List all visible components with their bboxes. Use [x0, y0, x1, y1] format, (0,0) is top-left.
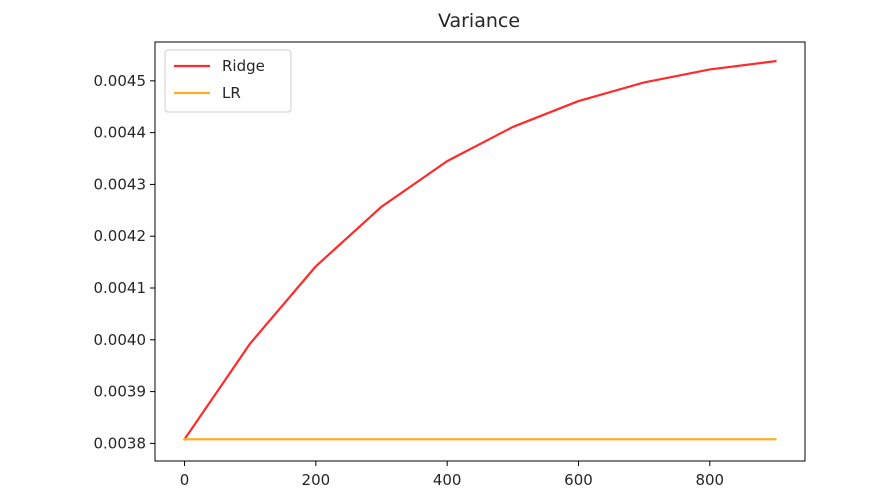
legend: Ridge LR	[164, 49, 292, 113]
y-axis: 0.0038 0.0039 0.0040 0.0041 0.0042 0.0043 0.00…	[94, 72, 155, 452]
series-line-ridge	[183, 59, 777, 441]
x-tick-label: 400	[433, 471, 462, 489]
y-tick-label: 0.0039	[94, 383, 147, 401]
plot-frame	[154, 41, 806, 462]
series-layer	[183, 59, 777, 441]
x-axis: 0 200 400 600 800	[180, 461, 724, 489]
y-tick-label: 0.0041	[94, 279, 147, 297]
y-tick-label: 0.0040	[94, 331, 147, 349]
x-tick-label: 200	[302, 471, 331, 489]
y-tick-label: 0.0042	[94, 227, 147, 245]
y-tick-label: 0.0043	[94, 175, 147, 193]
y-tick-label: 0.0045	[94, 72, 147, 90]
x-tick-label: 0	[180, 471, 190, 489]
chart-title: Variance	[438, 10, 520, 32]
x-tick-label: 600	[564, 471, 593, 489]
x-tick-label: 800	[695, 471, 724, 489]
y-tick-label: 0.0038	[94, 434, 147, 452]
legend-label-ridge: Ridge	[222, 57, 265, 75]
legend-label-lr: LR	[222, 84, 241, 102]
y-tick-label: 0.0044	[94, 124, 147, 142]
